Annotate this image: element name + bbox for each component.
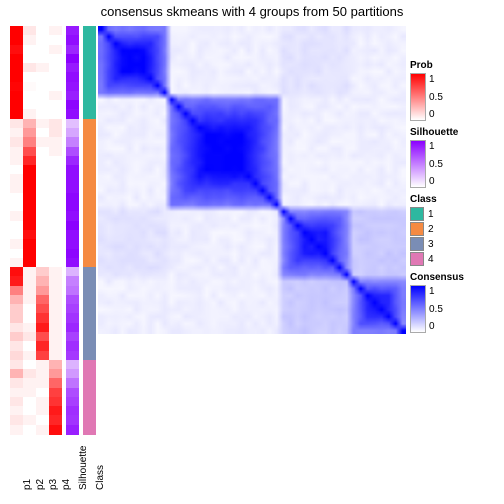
- legend-title: Class: [410, 194, 464, 205]
- annot-col-p4: [49, 26, 62, 434]
- legend-title: Consensus: [410, 272, 464, 283]
- legend-tick: 0: [429, 109, 443, 120]
- legend-label: 4: [428, 254, 434, 265]
- legend-gradient: [410, 285, 426, 333]
- legend-tick: 0: [429, 176, 443, 187]
- figure: consensus skmeans with 4 groups from 50 …: [0, 0, 504, 504]
- annot-col-cls: [83, 26, 96, 434]
- legend-tick: 0.5: [429, 304, 443, 315]
- legend-tick: 0: [429, 321, 443, 332]
- legend-tick: 1: [429, 141, 443, 152]
- legend-label: 3: [428, 239, 434, 250]
- annot-col-p2: [23, 26, 36, 434]
- legend-class: Class 1 2 3 4: [410, 194, 464, 266]
- collabel-p1: p1: [22, 479, 33, 490]
- legend-label: 2: [428, 224, 434, 235]
- annot-col-p3: [36, 26, 49, 434]
- legend-title: Silhouette: [410, 127, 464, 138]
- collabel-p3: p3: [48, 479, 59, 490]
- legend-swatch: [410, 207, 424, 221]
- legend-swatch: [410, 222, 424, 236]
- annot-col-p1: [10, 26, 23, 434]
- legend-gradient: [410, 73, 426, 121]
- collabel-p4: p4: [61, 479, 72, 490]
- legend-silhouette: Silhouette 1 0.5 0: [410, 127, 464, 188]
- legend-item: 2: [410, 222, 464, 236]
- legend-swatch: [410, 237, 424, 251]
- legend-label: 1: [428, 209, 434, 220]
- legend-title: Prob: [410, 60, 464, 71]
- collabel-p2: p2: [35, 479, 46, 490]
- legend-item: 3: [410, 237, 464, 251]
- collabel-cls: Class: [95, 465, 106, 490]
- legends: Prob 1 0.5 0 Silhouette 1 0.5 0 Class 1 2 3 4 Consens…: [410, 60, 464, 339]
- legend-tick: 1: [429, 286, 443, 297]
- annot-col-sil: [66, 26, 79, 434]
- legend-prob: Prob 1 0.5 0: [410, 60, 464, 121]
- legend-consensus: Consensus 1 0.5 0: [410, 272, 464, 333]
- legend-swatch: [410, 252, 424, 266]
- legend-gradient: [410, 140, 426, 188]
- legend-tick: 1: [429, 74, 443, 85]
- consensus-heatmap: [98, 26, 406, 334]
- legend-item: 1: [410, 207, 464, 221]
- legend-item: 4: [410, 252, 464, 266]
- collabel-sil: Silhouette: [78, 446, 89, 490]
- legend-tick: 0.5: [429, 92, 443, 103]
- title: consensus skmeans with 4 groups from 50 …: [0, 4, 504, 19]
- legend-tick: 0.5: [429, 159, 443, 170]
